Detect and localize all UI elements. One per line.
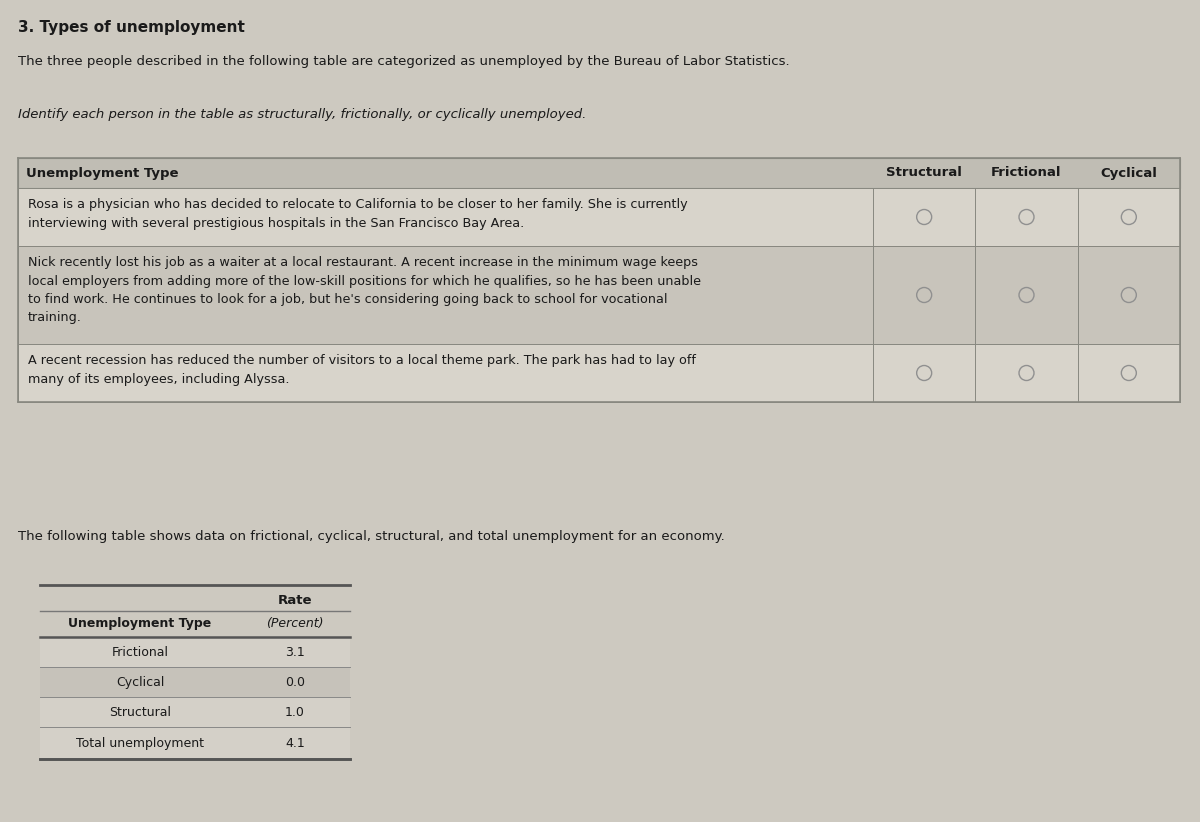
Text: Structural: Structural: [109, 705, 172, 718]
Text: The three people described in the following table are categorized as unemployed : The three people described in the follow…: [18, 55, 790, 68]
Text: The following table shows data on frictional, cyclical, structural, and total un: The following table shows data on fricti…: [18, 530, 725, 543]
Text: Unemployment Type: Unemployment Type: [68, 617, 211, 630]
Text: A recent recession has reduced the number of visitors to a local theme park. The: A recent recession has reduced the numbe…: [28, 354, 696, 386]
Text: Frictional: Frictional: [112, 645, 168, 658]
Text: 3.1: 3.1: [286, 645, 305, 658]
Text: Cyclical: Cyclical: [116, 676, 164, 689]
Text: Rosa is a physician who has decided to relocate to California to be closer to he: Rosa is a physician who has decided to r…: [28, 198, 688, 229]
Text: Rate: Rate: [277, 593, 312, 607]
Text: 4.1: 4.1: [286, 737, 305, 750]
Text: 3. Types of unemployment: 3. Types of unemployment: [18, 20, 245, 35]
Text: Identify each person in the table as structurally, frictionally, or cyclically u: Identify each person in the table as str…: [18, 108, 587, 121]
Text: Frictional: Frictional: [991, 167, 1062, 179]
FancyBboxPatch shape: [18, 246, 1180, 344]
Text: Nick recently lost his job as a waiter at a local restaurant. A recent increase : Nick recently lost his job as a waiter a…: [28, 256, 701, 325]
FancyBboxPatch shape: [18, 188, 1180, 246]
FancyBboxPatch shape: [40, 667, 350, 697]
Text: Structural: Structural: [887, 167, 962, 179]
FancyBboxPatch shape: [40, 697, 350, 727]
Text: Total unemployment: Total unemployment: [76, 737, 204, 750]
Text: Unemployment Type: Unemployment Type: [26, 167, 179, 179]
Text: 1.0: 1.0: [286, 705, 305, 718]
FancyBboxPatch shape: [18, 344, 1180, 402]
Text: (Percent): (Percent): [266, 617, 324, 630]
FancyBboxPatch shape: [40, 637, 350, 667]
FancyBboxPatch shape: [18, 158, 1180, 188]
Text: 0.0: 0.0: [286, 676, 305, 689]
FancyBboxPatch shape: [40, 727, 350, 759]
Text: Cyclical: Cyclical: [1100, 167, 1157, 179]
